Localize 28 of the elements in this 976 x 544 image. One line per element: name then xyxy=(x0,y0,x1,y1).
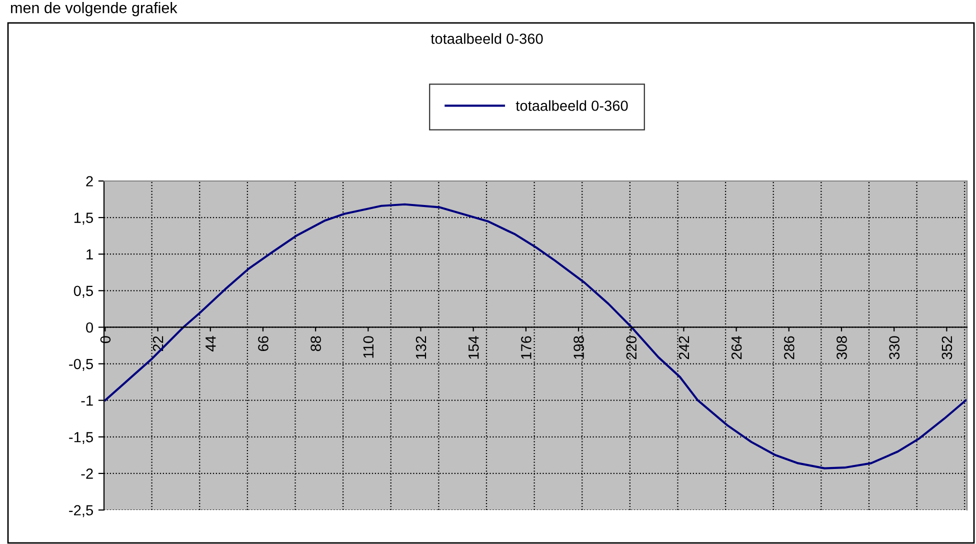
x-tick-label: 88 xyxy=(310,336,321,352)
x-tick-label: 110 xyxy=(363,336,374,358)
y-tick-label: 1,5 xyxy=(74,212,93,225)
x-tick-label: 198 xyxy=(574,336,584,359)
y-tick-label: 0 xyxy=(86,322,94,333)
y-tick-label: -2 xyxy=(81,468,93,479)
x-tick-label: 44 xyxy=(206,336,216,352)
x-tick-label: 264 xyxy=(731,336,742,360)
y-tick-label: 2 xyxy=(86,176,93,186)
x-tick-label: 242 xyxy=(678,336,689,360)
x-tick-label: 220 xyxy=(626,336,637,360)
x-tick-label: 286 xyxy=(784,336,794,360)
y-tick-label: -2,5 xyxy=(69,505,93,518)
y-tick-label: -1,5 xyxy=(69,432,93,444)
x-tick-label: 154 xyxy=(468,336,479,359)
x-tick-label: 176 xyxy=(521,336,532,359)
x-tick-label: 66 xyxy=(258,336,268,352)
chart-title: totaalbeeld 0-360 xyxy=(430,33,543,44)
y-tick-label: 1 xyxy=(86,249,93,260)
x-tick-label: 330 xyxy=(889,336,900,360)
x-tick-label: 132 xyxy=(416,336,426,359)
x-tick-label: 352 xyxy=(942,336,952,360)
y-tick-label: -0,5 xyxy=(69,358,93,371)
x-tick-label: 308 xyxy=(836,336,847,360)
text: men de volgende grafiek xyxy=(11,2,178,16)
y-tick-label: 0,5 xyxy=(74,286,93,298)
y-tick-label: -1 xyxy=(81,396,93,406)
legend-label: totaalbeeld 0-360 xyxy=(516,100,628,111)
